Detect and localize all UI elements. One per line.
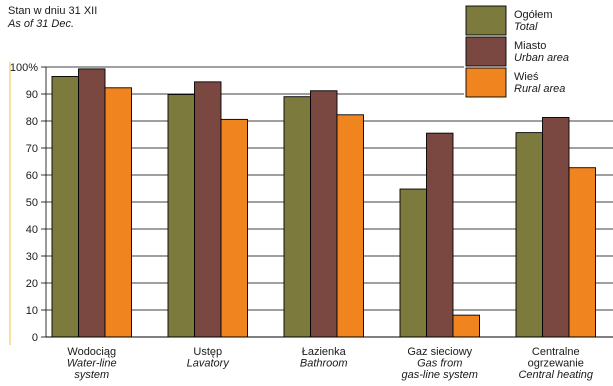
y-tick-label: 10 (26, 305, 38, 317)
category-label-english: Lavatory (187, 358, 231, 370)
legend-swatch-urban-area (465, 36, 507, 67)
bar-rural-area (220, 118, 248, 338)
y-tick-label: 50 (26, 197, 38, 209)
category-label-polish: Łazienka (302, 346, 347, 358)
category-label-english: Water-line (67, 358, 117, 370)
legend-label-english: Urban area (514, 52, 569, 64)
bar-total (399, 188, 427, 338)
bar-rural-area (568, 167, 596, 338)
legend-label-english: Total (514, 21, 538, 33)
bar-total (515, 132, 543, 338)
bar-urban-area (310, 90, 338, 338)
y-tick-label: 60 (26, 170, 38, 182)
y-tick-label: 20 (26, 278, 38, 290)
bar-total (51, 75, 79, 338)
category-label-polish: Centralne (532, 346, 580, 358)
y-tick-labels: 0 10 20 30 40 50 60 70 80 90 100% (10, 62, 38, 344)
y-tick-label: 30 (26, 251, 38, 263)
category-label-english: Bathroom (300, 358, 348, 370)
bar-total (167, 94, 195, 338)
category-label-english: gas-line system (402, 369, 478, 381)
y-tick-label: 100% (10, 62, 38, 74)
bar-urban-area (426, 132, 454, 338)
category-label-polish: Gaz sieciowy (407, 346, 472, 358)
legend-label-polish: Miasto (514, 40, 546, 52)
legend-swatch-total (465, 5, 507, 36)
legend-label-polish: Wieś (514, 71, 539, 83)
category-label-english: Central heating (518, 369, 593, 381)
chart-subtitle-polish: Stan w dniu 31 XII (8, 5, 98, 17)
category-label-english: system (74, 369, 109, 381)
y-tick-label: 0 (32, 332, 38, 344)
legend-label-english: Rural area (514, 83, 565, 95)
y-tick-label: 40 (26, 224, 38, 236)
bar-urban-area (78, 68, 106, 338)
bars (51, 68, 596, 338)
legend-label-polish: Ogółem (514, 9, 553, 21)
category-label-polish: ogrzewanie (528, 358, 584, 370)
category-label-polish: Wodociąg (67, 346, 116, 358)
axes (9, 62, 613, 345)
bar-rural-area (452, 314, 480, 338)
y-tick-label: 80 (26, 116, 38, 128)
bar-total (283, 96, 311, 338)
chart-subtitle-english: As of 31 Dec. (8, 18, 75, 30)
y-tick-label: 70 (26, 143, 38, 155)
legend-swatch-rural-area (465, 67, 507, 98)
bar-urban-area (542, 117, 570, 338)
bar-rural-area (336, 114, 364, 338)
bar-rural-area (104, 87, 132, 338)
category-label-polish: Ustęp (193, 346, 222, 358)
y-tick-label: 90 (26, 89, 38, 101)
category-label-english: Gas from (417, 358, 462, 370)
bar-urban-area (194, 81, 222, 338)
